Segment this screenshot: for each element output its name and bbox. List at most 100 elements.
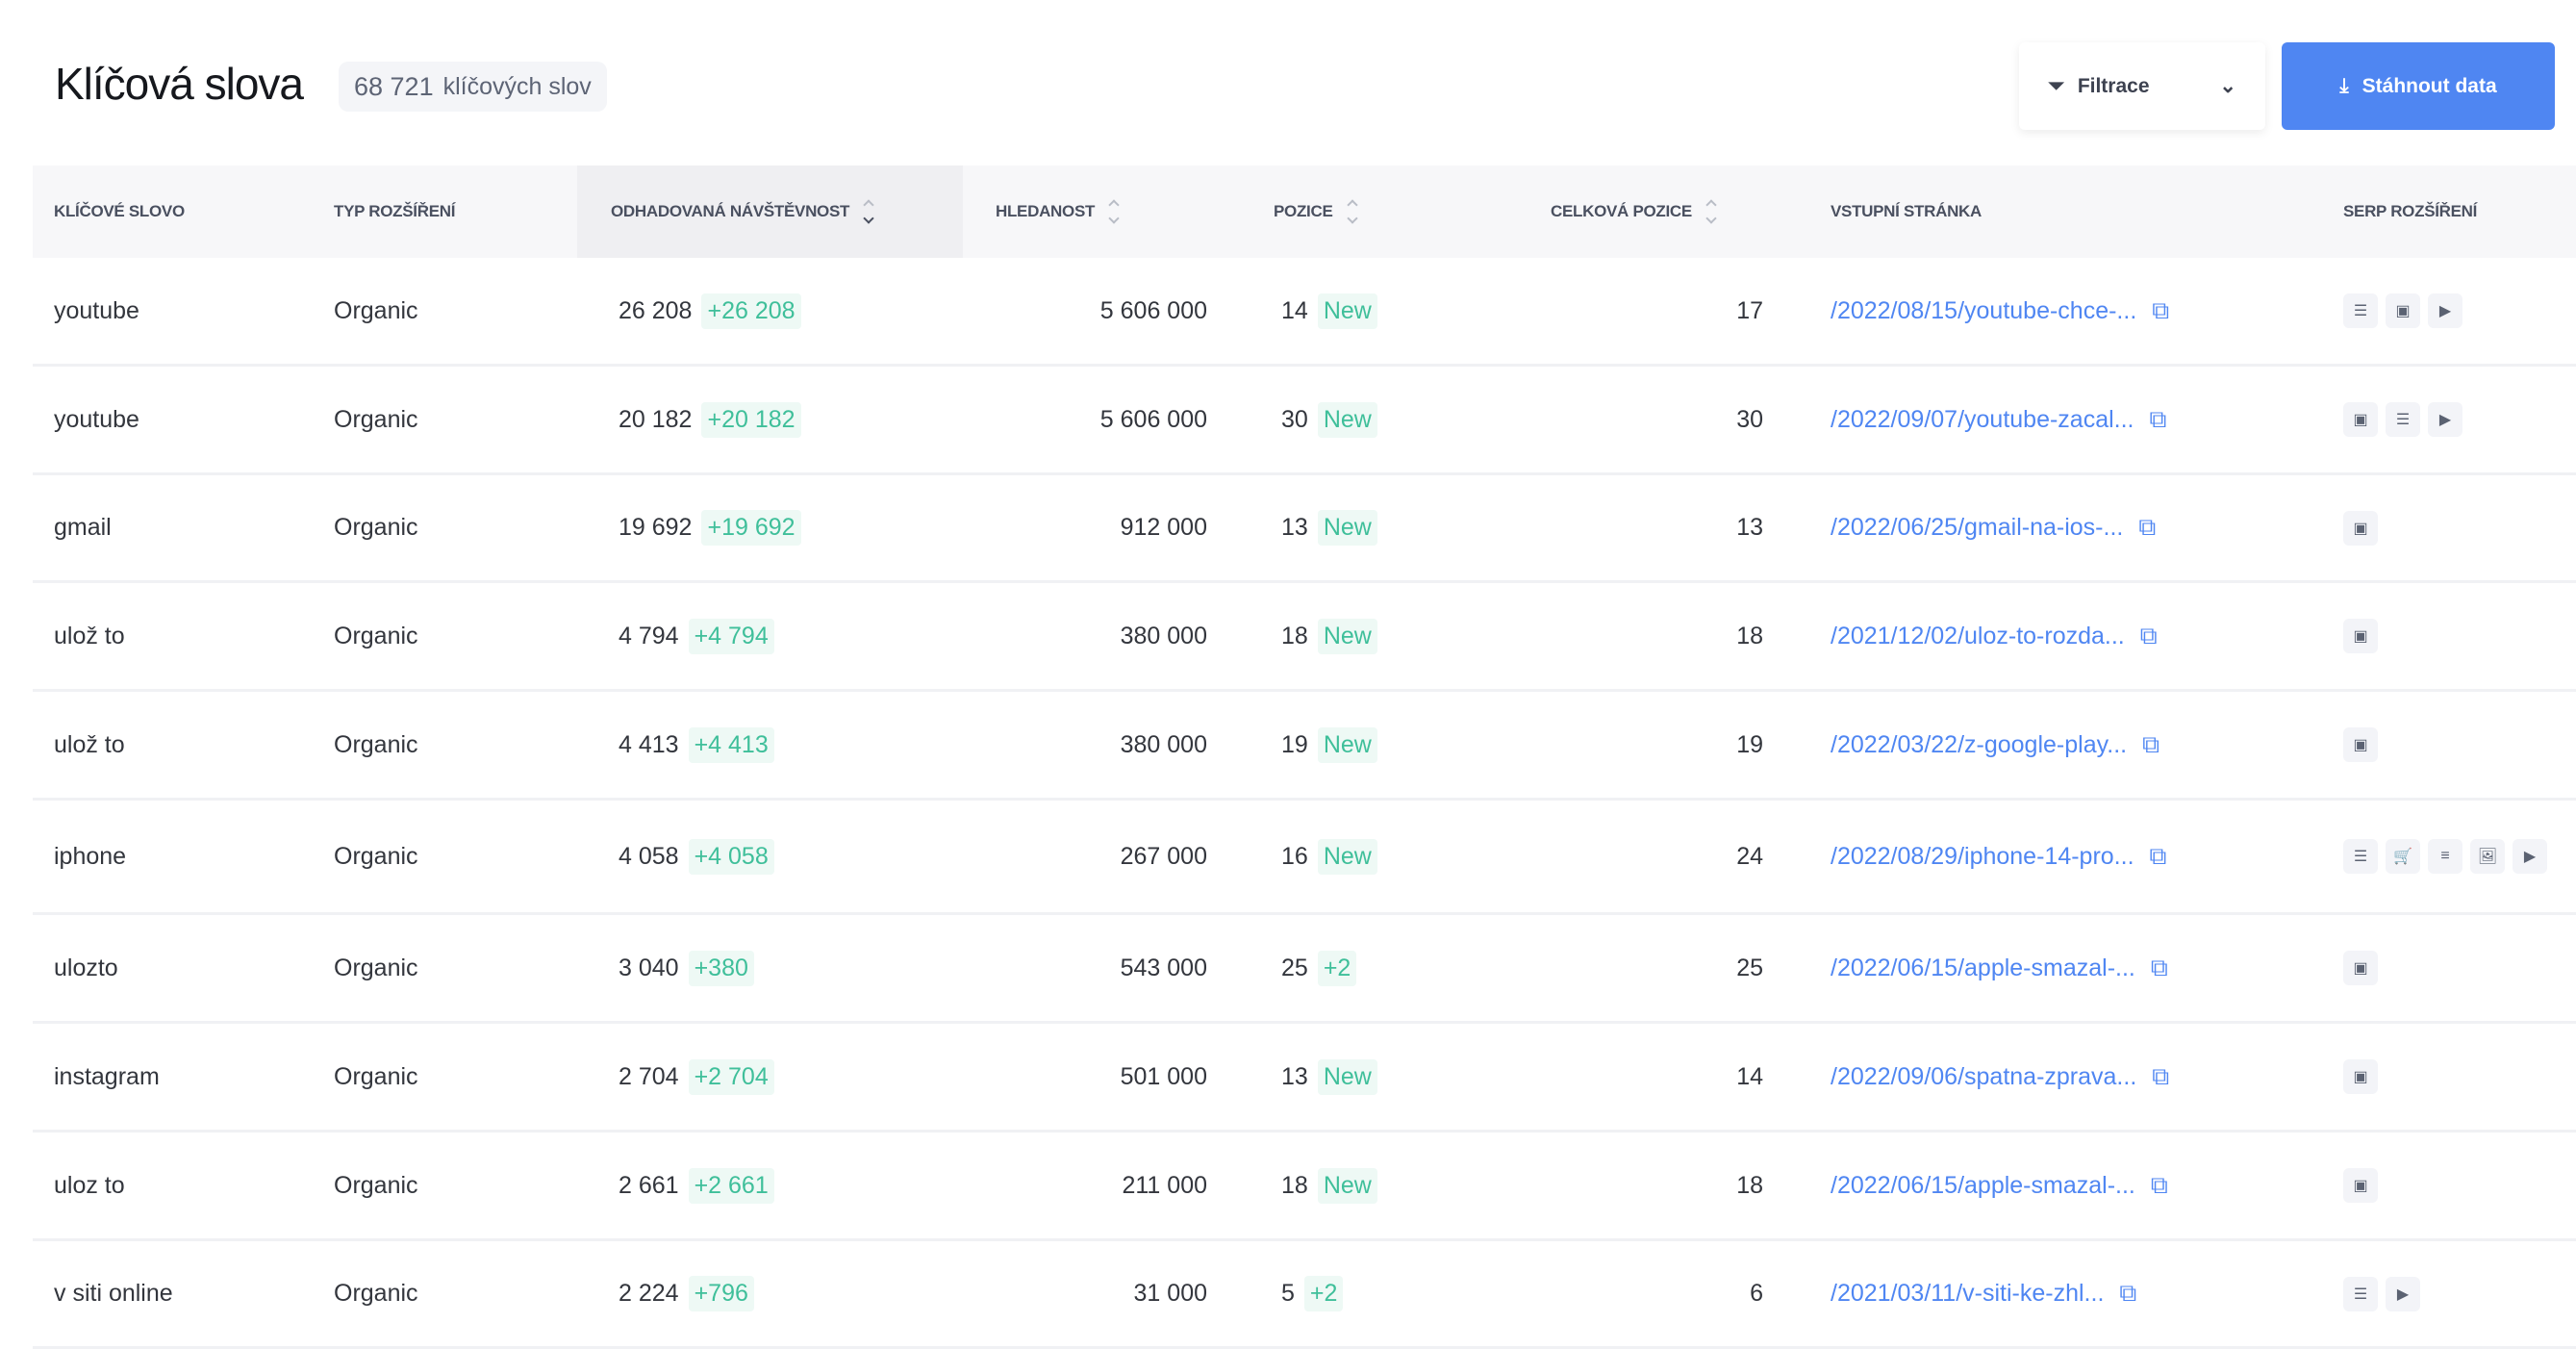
traffic-change-badge: +2 704 — [688, 1058, 774, 1095]
total-position-cell: 17 — [1736, 296, 1763, 324]
sort-icon[interactable] — [1705, 199, 1717, 224]
traffic-change-badge: +4 794 — [688, 618, 774, 654]
column-volume[interactable]: Hledanost — [996, 165, 1120, 258]
traffic-change-badge: +2 661 — [688, 1167, 774, 1204]
serp-doc-icon[interactable]: ▣ — [2343, 1168, 2378, 1203]
traffic-cell: 2 224 +796 — [619, 1241, 754, 1346]
volume-cell: 5 606 000 — [1099, 405, 1207, 433]
traffic-cell: 26 208 +26 208 — [619, 258, 801, 364]
traffic-value: 2 704 — [619, 1062, 679, 1090]
serp-video-icon[interactable]: ▶ — [2428, 402, 2462, 437]
type-cell: Organic — [334, 514, 418, 541]
serp-list-icon[interactable]: ☰ — [2343, 293, 2378, 328]
type-cell: Organic — [334, 1062, 418, 1090]
position-cell: 25 +2 — [1281, 915, 1357, 1021]
serp-list-icon[interactable]: ☰ — [2386, 402, 2420, 437]
type-cell: Organic — [334, 730, 418, 758]
external-link-icon[interactable]: ⧉ — [2119, 1280, 2137, 1307]
position-cell: 18 New — [1281, 583, 1377, 689]
column-position[interactable]: Pozice — [1274, 165, 1358, 258]
position-change-badge: New — [1317, 618, 1377, 654]
landing-page-link[interactable]: /2022/06/25/gmail-na-ios-... — [1831, 514, 2124, 541]
filter-dropdown[interactable]: ⏷ Filtrace ⌄ — [2019, 42, 2265, 130]
serp-video-icon[interactable]: ▶ — [2428, 293, 2462, 328]
external-link-icon[interactable]: ⧉ — [2139, 622, 2158, 649]
landing-page-link[interactable]: /2022/09/07/youtube-zacal... — [1831, 405, 2134, 433]
column-total-position[interactable]: Celková pozice — [1551, 165, 1717, 258]
volume-cell: 380 000 — [1120, 622, 1207, 649]
table-row: youtube Organic 20 182 +20 182 5 606 000 … — [33, 367, 2576, 475]
external-link-icon[interactable]: ⧉ — [2149, 842, 2167, 870]
external-link-icon[interactable]: ⧉ — [2138, 514, 2157, 541]
volume-cell: 5 606 000 — [1099, 296, 1207, 324]
sort-icon[interactable] — [1108, 199, 1120, 224]
download-data-button[interactable]: ⤓ Stáhnout data — [2282, 42, 2555, 130]
traffic-value: 4 413 — [619, 730, 679, 758]
traffic-cell: 3 040 +380 — [619, 915, 754, 1021]
serp-list-icon[interactable]: ☰ — [2343, 1276, 2378, 1311]
serp-image-icon[interactable]: 🖼 — [2470, 839, 2505, 874]
serp-cart-icon[interactable]: 🛒 — [2386, 839, 2420, 874]
keyword-cell: ulož to — [54, 622, 125, 649]
external-link-icon[interactable]: ⧉ — [2152, 1062, 2170, 1090]
landing-page-link[interactable]: /2022/06/15/apple-smazal-... — [1831, 1171, 2135, 1199]
column-label: Hledanost — [996, 202, 1096, 220]
serp-doc-icon[interactable]: ▣ — [2343, 510, 2378, 546]
landing-page-cell: /2022/08/15/youtube-chce-... ⧉ — [1831, 258, 2169, 364]
external-link-icon[interactable]: ⧉ — [2150, 954, 2168, 981]
landing-page-link[interactable]: /2021/12/02/uloz-to-rozda... — [1831, 622, 2125, 649]
traffic-change-badge: +796 — [688, 1276, 754, 1311]
landing-page-link[interactable]: /2022/06/15/apple-smazal-... — [1831, 954, 2135, 981]
traffic-cell: 4 794 +4 794 — [619, 583, 774, 689]
sort-icon[interactable] — [1346, 199, 1358, 224]
keyword-cell: iphone — [54, 842, 127, 870]
serp-list-icon[interactable]: ☰ — [2343, 839, 2378, 874]
type-cell: Organic — [334, 1171, 418, 1199]
landing-page-cell: /2022/06/25/gmail-na-ios-... ⧉ — [1831, 475, 2156, 580]
landing-page-link[interactable]: /2022/08/15/youtube-chce-... — [1831, 296, 2137, 324]
external-link-icon[interactable]: ⧉ — [2149, 405, 2167, 433]
traffic-cell: 4 413 +4 413 — [619, 692, 774, 798]
column-label: Typ rozšíření — [334, 202, 456, 220]
external-link-icon[interactable]: ⧉ — [2152, 296, 2170, 324]
traffic-value: 19 692 — [619, 514, 693, 541]
serp-doc-icon[interactable]: ▣ — [2343, 402, 2378, 437]
total-position-cell: 30 — [1736, 405, 1763, 433]
landing-page-link[interactable]: /2022/08/29/iphone-14-pro... — [1831, 842, 2134, 870]
serp-doc-icon[interactable]: ▣ — [2343, 619, 2378, 653]
landing-page-link[interactable]: /2021/03/11/v-siti-ke-zhl... — [1831, 1280, 2105, 1307]
traffic-cell: 2 704 +2 704 — [619, 1024, 774, 1130]
position-value: 13 — [1281, 514, 1308, 541]
total-position-cell: 25 — [1736, 954, 1763, 981]
table-row: iphone Organic 4 058 +4 058 267 000 16 New… — [33, 801, 2576, 915]
position-value: 16 — [1281, 842, 1308, 870]
serp-doc-icon[interactable]: ▣ — [2386, 293, 2420, 328]
external-link-icon[interactable]: ⧉ — [2150, 1171, 2168, 1199]
keyword-cell: youtube — [54, 405, 139, 433]
position-cell: 14 New — [1281, 258, 1377, 364]
serp-list-small-icon[interactable]: ≡ — [2428, 839, 2462, 874]
traffic-value: 20 182 — [619, 405, 693, 433]
column-traffic[interactable]: Odhadovaná návštěvnost — [577, 165, 963, 258]
serp-video-icon[interactable]: ▶ — [2386, 1276, 2420, 1311]
serp-doc-icon[interactable]: ▣ — [2343, 1059, 2378, 1094]
position-value: 19 — [1281, 730, 1308, 758]
external-link-icon[interactable]: ⧉ — [2142, 730, 2159, 758]
serp-features-cell: ▣ — [2343, 1024, 2564, 1130]
table-row: youtube Organic 26 208 +26 208 5 606 000 … — [33, 258, 2576, 367]
sort-icon[interactable] — [863, 199, 874, 224]
volume-cell: 31 000 — [1133, 1280, 1207, 1307]
traffic-value: 2 224 — [619, 1280, 679, 1307]
total-position-cell: 18 — [1736, 1171, 1763, 1199]
total-position-cell: 14 — [1736, 1062, 1763, 1090]
serp-doc-icon[interactable]: ▣ — [2343, 727, 2378, 762]
serp-video-icon[interactable]: ▶ — [2513, 839, 2547, 874]
landing-page-link[interactable]: /2022/03/22/z-google-play... — [1831, 730, 2128, 758]
column-keyword: Klíčové slovo — [54, 165, 185, 258]
landing-page-link[interactable]: /2022/09/06/spatna-zprava... — [1831, 1062, 2137, 1090]
serp-doc-icon[interactable]: ▣ — [2343, 951, 2378, 985]
position-change-badge: New — [1317, 726, 1377, 763]
serp-features-cell: ▣ — [2343, 915, 2564, 1021]
keyword-cell: uloz to — [54, 1171, 125, 1199]
serp-features-cell: ☰ ▣ ▶ — [2343, 258, 2564, 364]
